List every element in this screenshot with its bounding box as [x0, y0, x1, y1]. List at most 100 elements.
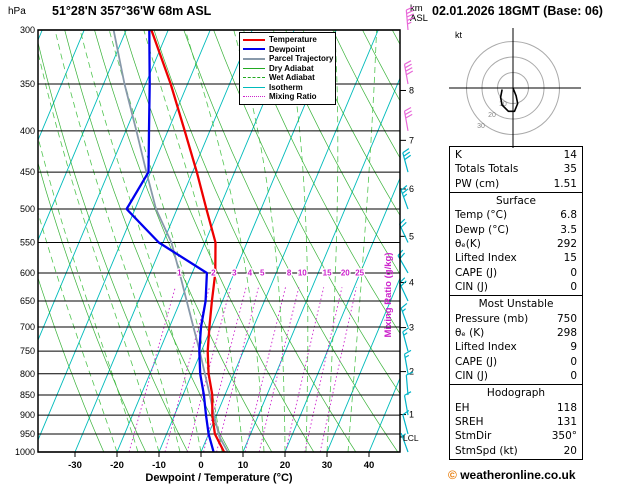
- legend-line-sample: [243, 67, 265, 69]
- wet-adiabat-line: [347, 30, 377, 452]
- table-row: CAPE (J) 0: [450, 266, 582, 280]
- mixing-ratio-line: [319, 287, 357, 452]
- legend-item: Wet Adiabat: [243, 73, 332, 83]
- wet-adiabat-line: [38, 211, 118, 452]
- pressure-tick-label: 700: [20, 322, 35, 332]
- isotherm-line: [284, 177, 400, 452]
- table-row-value: 35: [563, 163, 577, 176]
- dry-adiabat-line: [422, 30, 440, 452]
- mixing-ratio-line: [128, 287, 176, 452]
- table-row-label: Lifted Index: [455, 252, 517, 265]
- indices-table: K 14 Totals Totals 35 PW (cm) 1.51 Surface Temp…: [449, 146, 583, 460]
- legend-item: Dry Adiabat: [243, 64, 332, 74]
- isotherm-line: [74, 30, 253, 452]
- table-row-value: 15: [563, 252, 577, 265]
- table-row-label: CIN (J): [455, 280, 488, 293]
- wind-barb: [398, 218, 409, 243]
- wind-barb: [403, 349, 412, 374]
- mixing-ratio-line: [164, 287, 210, 452]
- table-section: Hodograph EH 118 SREH 131 StmDir 350° StmSpd (k…: [449, 385, 583, 460]
- pressure-tick-label: 750: [20, 346, 35, 356]
- km-tick-label: 5: [409, 231, 414, 241]
- table-row-value: 350°: [551, 430, 577, 443]
- isotherm-line: [368, 377, 400, 452]
- table-row-value: 750: [556, 312, 577, 325]
- table-row-label: Temp (°C): [455, 209, 508, 222]
- table-row: θₑ(K) 292: [450, 237, 582, 251]
- wind-barb: [402, 148, 412, 173]
- km-tick-label: 6: [409, 184, 414, 194]
- table-row: Totals Totals 35: [450, 162, 582, 176]
- plot-border: [37, 29, 401, 453]
- temp-tick-label: 10: [238, 460, 249, 471]
- km-tick-label: 8: [409, 85, 414, 95]
- mixing-ratio-line: [285, 287, 325, 452]
- dry-adiabat-line: [332, 30, 400, 159]
- pressure-tick-label: 350: [20, 79, 35, 89]
- mixing-ratio-value-label: 4: [248, 269, 253, 278]
- isotherm-line: [200, 30, 379, 452]
- table-row-label: StmSpd (kt): [455, 444, 518, 457]
- km-tick-label: 7: [409, 135, 414, 145]
- altitude-unit-km: km: [410, 3, 423, 14]
- wet-adiabat-line: [38, 136, 139, 452]
- table-row: CIN (J) 0: [450, 369, 582, 383]
- dry-adiabat-line: [38, 276, 105, 452]
- table-row: PW (cm) 1.51: [450, 177, 582, 191]
- legend-label: Isotherm: [269, 82, 303, 92]
- dry-adiabat-line: [272, 30, 400, 275]
- mixing-ratio-line: [304, 287, 343, 452]
- wind-barb: [403, 60, 414, 85]
- legend-item: Mixing Ratio: [243, 92, 332, 102]
- legend-item: Isotherm: [243, 83, 332, 93]
- pressure-tick-label: 400: [20, 126, 35, 136]
- isotherm-line: [38, 30, 169, 342]
- temperature-line: [150, 30, 228, 452]
- isotherm-line: [326, 277, 400, 452]
- mixing-ratio-value-label: 20: [341, 269, 350, 278]
- copyright-text: weatheronline.co.uk: [460, 468, 576, 482]
- legend-line-sample: [243, 96, 265, 98]
- pressure-tick-label: 500: [20, 204, 35, 214]
- dry-adiabat-line: [302, 30, 400, 217]
- legend-label: Mixing Ratio: [269, 92, 317, 102]
- table-row: EH 118: [450, 401, 582, 415]
- temp-tick-label: -20: [110, 460, 124, 471]
- table-row-label: Dewp (°C): [455, 223, 509, 236]
- table-row-label: CAPE (J): [455, 355, 498, 368]
- table-row-label: Totals Totals: [455, 163, 519, 176]
- altitude-unit-label: km ASL: [410, 4, 428, 24]
- table-row-value: 6.8: [560, 209, 577, 222]
- table-row-value: 131: [556, 415, 577, 428]
- hodograph-trace: [499, 87, 519, 113]
- temp-tick-label: -30: [68, 460, 82, 471]
- legend-item: Temperature: [243, 35, 332, 45]
- legend-line-sample: [243, 57, 265, 60]
- table-row: θₑ (K) 298: [450, 326, 582, 340]
- table-row-value: 1.51: [553, 177, 577, 190]
- dry-adiabat-line: [64, 30, 231, 452]
- table-row: StmDir 350°: [450, 429, 582, 443]
- mixing-ratio-value-label: 25: [355, 269, 364, 278]
- table-row-value: 9: [570, 341, 577, 354]
- table-section-title: Surface: [495, 194, 536, 207]
- legend-label: Dewpoint: [269, 44, 305, 54]
- table-row-value: 0: [570, 266, 577, 279]
- wet-adiabat-line: [38, 50, 160, 452]
- table-section: Surface Temp (°C) 6.8 Dewp (°C) 3.5 θₑ(K) 292 L…: [449, 192, 583, 297]
- profile-curves: [112, 30, 229, 452]
- wind-barb: [402, 327, 410, 352]
- table-row-label: PW (cm): [455, 177, 500, 190]
- legend-item: Dewpoint: [243, 45, 332, 55]
- table-row-label: EH: [455, 401, 470, 414]
- wind-barb: [398, 277, 409, 302]
- isotherm-line: [38, 30, 127, 242]
- pressure-tick-label: 800: [20, 369, 35, 379]
- lcl-marker-label: LCL: [403, 433, 419, 443]
- table-row-value: 0: [570, 369, 577, 382]
- table-row-value: 20: [563, 444, 577, 457]
- dewpoint-line: [125, 30, 216, 452]
- copyright: © weatheronline.co.uk: [448, 468, 576, 482]
